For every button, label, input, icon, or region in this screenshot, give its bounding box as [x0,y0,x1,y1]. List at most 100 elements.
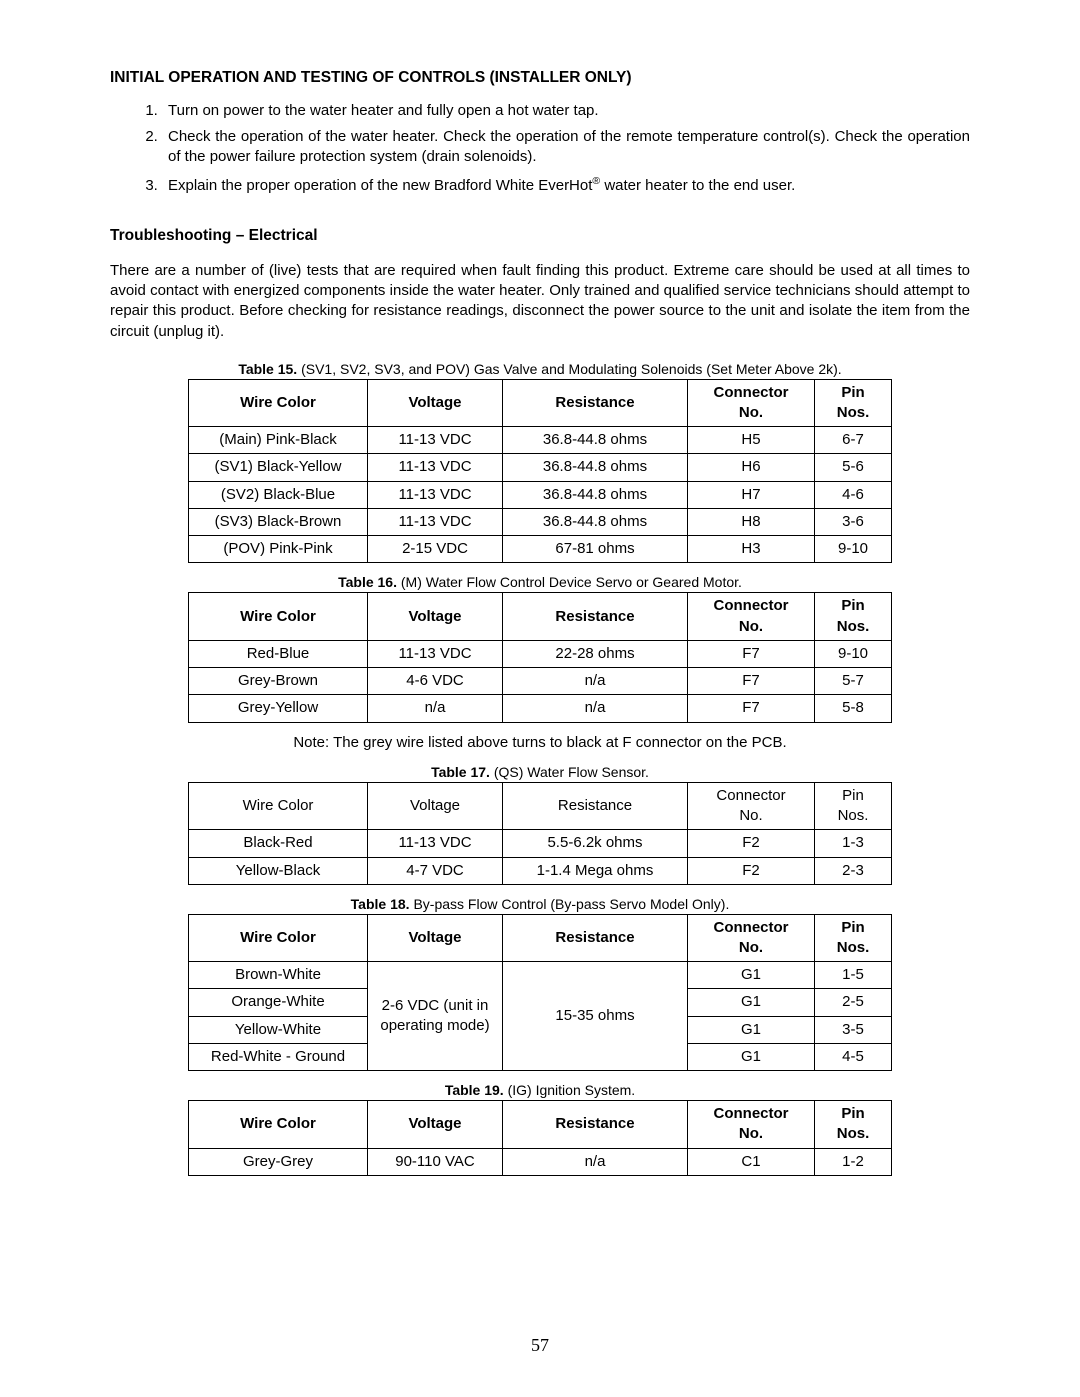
table-cell: n/a [503,695,688,722]
table-cell: 2-5 [815,989,892,1016]
table-cell: Grey-Yellow [189,695,368,722]
table-cell: 4-6 VDC [368,668,503,695]
table-cell: 11-13 VDC [368,508,503,535]
table-cell: H6 [688,454,815,481]
table-header-cell: ConnectorNo. [688,593,815,641]
list-item: Check the operation of the water heater.… [162,127,970,168]
subsection-title: Troubleshooting – Electrical [110,226,970,247]
table-cell: 5.5-6.2k ohms [503,830,688,857]
table-cell: 36.8-44.8 ohms [503,508,688,535]
list-item-text: Explain the proper operation of the new … [168,177,795,194]
table-cell: (POV) Pink-Pink [189,536,368,563]
table-cell: 9-10 [815,536,892,563]
table-header-cell: Wire Color [189,1101,368,1149]
table-cell: C1 [688,1148,815,1175]
page-number: 57 [0,1333,1080,1357]
table-cell: F2 [688,830,815,857]
table-cell: 11-13 VDC [368,427,503,454]
table-cell: 1-3 [815,830,892,857]
table-cell: H8 [688,508,815,535]
caption-bold: Table 16. [338,574,397,590]
list-item: Turn on power to the water heater and fu… [162,101,970,121]
table-cell: Red-Blue [189,640,368,667]
table-header-cell: Wire Color [189,379,368,427]
table16: Wire ColorVoltageResistanceConnectorNo.P… [188,592,892,722]
table-cell: 4-6 [815,481,892,508]
table16-caption: Table 16. (M) Water Flow Control Device … [110,573,970,592]
table-cell: 22-28 ohms [503,640,688,667]
caption-rest: (SV1, SV2, SV3, and POV) Gas Valve and M… [297,361,841,377]
table-cell: 36.8-44.8 ohms [503,454,688,481]
table-header-cell: Wire Color [189,782,368,830]
table-cell: (SV3) Black-Brown [189,508,368,535]
table-cell: Orange-White [189,989,368,1016]
table-cell: G1 [688,1043,815,1070]
table-header-cell: Resistance [503,782,688,830]
table-cell: 11-13 VDC [368,830,503,857]
table18: Wire ColorVoltageResistanceConnectorNo.P… [188,914,892,1072]
table-cell: n/a [368,695,503,722]
table15-caption: Table 15. (SV1, SV2, SV3, and POV) Gas V… [110,360,970,379]
table-cell: 90-110 VAC [368,1148,503,1175]
table-header-cell: Voltage [368,1101,503,1149]
table-cell: Red-White - Ground [189,1043,368,1070]
table-cell: 2-6 VDC (unit in operating mode) [368,962,503,1071]
table-cell: H3 [688,536,815,563]
table-cell: n/a [503,668,688,695]
table15: Wire ColorVoltageResistanceConnectorNo.P… [188,379,892,564]
table-cell: G1 [688,1016,815,1043]
table-cell: Yellow-White [189,1016,368,1043]
table-cell: 3-6 [815,508,892,535]
table-header-cell: Wire Color [189,593,368,641]
table-cell: 4-7 VDC [368,857,503,884]
table-header-cell: ConnectorNo. [688,914,815,962]
table19: Wire ColorVoltageResistanceConnectorNo.P… [188,1100,892,1176]
table-cell: G1 [688,962,815,989]
table-header-cell: ConnectorNo. [688,1101,815,1149]
table-header-cell: Wire Color [189,914,368,962]
caption-rest: (M) Water Flow Control Device Servo or G… [397,574,742,590]
caption-bold: Table 18. [351,896,410,912]
table-cell: (SV2) Black-Blue [189,481,368,508]
table-cell: H5 [688,427,815,454]
table-cell: 15-35 ohms [503,962,688,1071]
table-cell: 6-7 [815,427,892,454]
table-header-cell: PinNos. [815,379,892,427]
table-cell: 1-2 [815,1148,892,1175]
table-header-cell: PinNos. [815,782,892,830]
troubleshooting-paragraph: There are a number of (live) tests that … [110,261,970,342]
table-cell: (Main) Pink-Black [189,427,368,454]
table-cell: Grey-Grey [189,1148,368,1175]
table-header-cell: ConnectorNo. [688,782,815,830]
caption-bold: Table 15. [238,361,297,377]
table-cell: 5-7 [815,668,892,695]
table-header-cell: Voltage [368,782,503,830]
table-header-cell: Resistance [503,1101,688,1149]
table-cell: F2 [688,857,815,884]
table-cell: (SV1) Black-Yellow [189,454,368,481]
table-cell: 1-5 [815,962,892,989]
table-cell: 2-3 [815,857,892,884]
table-header-cell: PinNos. [815,593,892,641]
caption-bold: Table 17. [431,764,490,780]
table19-caption: Table 19. (IG) Ignition System. [110,1081,970,1100]
table-header-cell: Voltage [368,593,503,641]
table-cell: 67-81 ohms [503,536,688,563]
table-cell: Grey-Brown [189,668,368,695]
list-item: Explain the proper operation of the new … [162,174,970,196]
table-cell: 11-13 VDC [368,481,503,508]
table17-caption: Table 17. (QS) Water Flow Sensor. [110,763,970,782]
table-header-cell: Resistance [503,914,688,962]
table-header-cell: ConnectorNo. [688,379,815,427]
caption-rest: (IG) Ignition System. [504,1082,635,1098]
caption-bold: Table 19. [445,1082,504,1098]
table-cell: 5-6 [815,454,892,481]
table-cell: 36.8-44.8 ohms [503,481,688,508]
instruction-list: Turn on power to the water heater and fu… [110,101,970,196]
table17: Wire ColorVoltageResistanceConnectorNo.P… [188,782,892,885]
table-cell: Brown-White [189,962,368,989]
table-cell: 36.8-44.8 ohms [503,427,688,454]
caption-rest: (QS) Water Flow Sensor. [490,764,649,780]
page-container: INITIAL OPERATION AND TESTING OF CONTROL… [0,0,1080,1397]
table-header-cell: PinNos. [815,914,892,962]
